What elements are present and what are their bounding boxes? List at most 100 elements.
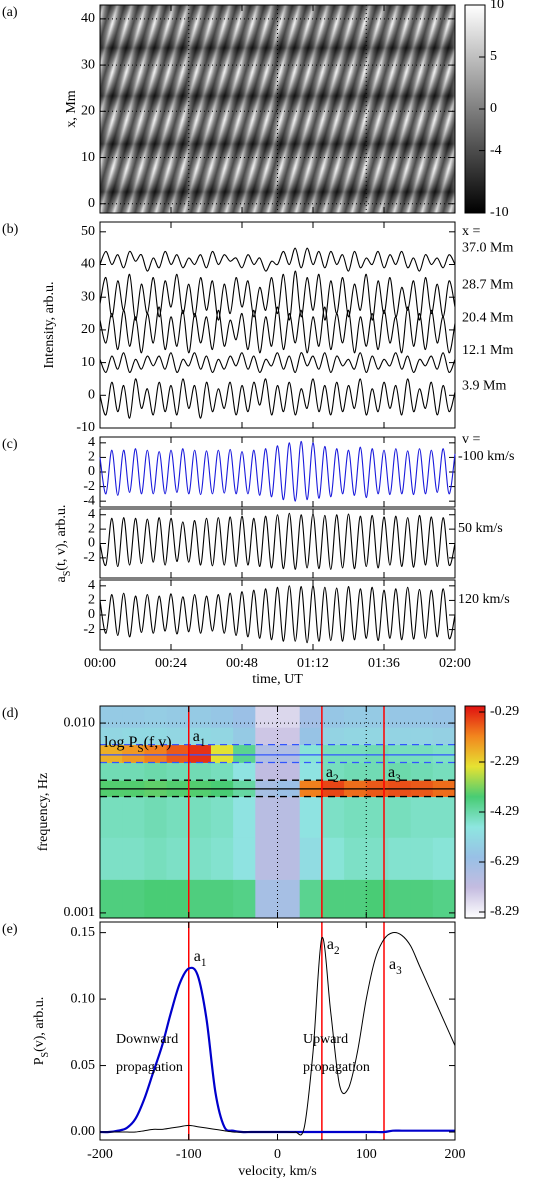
- panel-label: (a): [2, 5, 18, 20]
- subscript: 2: [334, 945, 340, 957]
- heatmap-cell: [432, 744, 456, 763]
- x-tick-label: 100: [356, 1147, 377, 1162]
- x-tick-label: 00:24: [155, 656, 187, 671]
- heatmap-cell: [410, 727, 434, 746]
- heatmap-cell: [144, 744, 167, 763]
- heatmap-cell: [100, 762, 123, 781]
- panel-label: (b): [2, 222, 19, 237]
- heatmap-cell: [388, 744, 412, 763]
- heatmap-cell: [432, 837, 456, 880]
- x-axis-label: velocity, km/s: [238, 1164, 316, 1179]
- colorbar-tick-label: -8.29: [490, 904, 519, 919]
- x-tick-label: 00:48: [226, 656, 258, 671]
- heatmap-cell: [410, 762, 434, 781]
- data-line: [99, 247, 456, 272]
- subscript: 1: [201, 957, 207, 969]
- marker-label: a2: [327, 936, 340, 957]
- label-part: (f,v): [144, 734, 172, 751]
- data-line: [99, 306, 456, 354]
- heatmap-cell: [255, 837, 278, 880]
- colorbar-tick-label: -10: [490, 205, 509, 220]
- heatmap-cell: [188, 837, 212, 880]
- marker-label: a3: [389, 956, 402, 977]
- heatmap-cell: [277, 706, 301, 728]
- y-tick-label: 2: [88, 521, 95, 536]
- marker-label: a3: [388, 764, 401, 785]
- heatmap-cell: [344, 744, 367, 763]
- legend-label: 20.4 Mm: [462, 310, 513, 325]
- heatmap-cell: [188, 706, 212, 728]
- heatmap-cell: [144, 762, 167, 781]
- heatmap-cell: [210, 727, 234, 746]
- heatmap-cell: [144, 796, 167, 838]
- heatmap-cell: [188, 762, 212, 781]
- panel-label: (c): [2, 437, 18, 452]
- label-part: (t, v), arb.u.: [54, 505, 69, 571]
- y-tick-label: 0.05: [71, 1058, 96, 1073]
- colorbar-tick-label: 10: [490, 0, 504, 12]
- x-tick-label: 01:12: [297, 656, 329, 671]
- subscript: S: [40, 1052, 51, 1058]
- heatmap-cell: [366, 879, 389, 919]
- y-axis-label: frequency, Hz: [36, 773, 51, 851]
- y-tick-label: -2: [83, 550, 95, 565]
- panel-label: (e): [2, 922, 18, 937]
- annotation: propagation: [116, 1060, 183, 1075]
- y-tick-label: 30: [81, 289, 95, 304]
- legend-label: 37.0 Mm: [462, 241, 513, 256]
- label-part: a: [326, 764, 333, 781]
- heatmap-cell: [100, 879, 123, 919]
- heatmap-cell: [277, 879, 301, 919]
- heatmap-cell: [277, 762, 301, 781]
- x-tick-label: -100: [176, 1147, 202, 1162]
- heatmap-cell: [144, 727, 167, 746]
- subscript: S: [62, 571, 73, 577]
- heatmap-cell: [366, 727, 389, 746]
- y-tick-label: -10: [76, 420, 95, 435]
- heatmap-cell: [432, 706, 456, 728]
- y-tick-label: 40: [81, 257, 95, 272]
- heatmap-cell: [210, 762, 234, 781]
- plot-frame: [99, 921, 456, 1141]
- heatmap-cell: [233, 744, 256, 763]
- heatmap-cell: [277, 727, 301, 746]
- heatmap-cell: [122, 762, 145, 781]
- y-tick-label: 30: [81, 57, 95, 72]
- heatmap-cell: [188, 796, 212, 838]
- legend-label: 12.1 Mm: [462, 343, 513, 358]
- heatmap-cell: [432, 762, 456, 781]
- heatmap-cell: [233, 837, 256, 880]
- y-tick-label: -2: [83, 622, 95, 637]
- heatmap-cell: [321, 762, 345, 781]
- legend-label: 50 km/s: [458, 521, 503, 536]
- heatmap-cell: [210, 879, 234, 919]
- heatmap-cell: [299, 879, 323, 919]
- y-tick-label: 0: [88, 464, 95, 479]
- y-tick-label: 2: [88, 593, 95, 608]
- heatmap-cell: [122, 879, 145, 919]
- y-tick-label: 4: [88, 578, 95, 593]
- label-part: a: [389, 956, 396, 973]
- heatmap-cell: [166, 727, 190, 746]
- legend-label: 28.7 Mm: [462, 277, 513, 292]
- heatmap-cell: [366, 796, 389, 838]
- heatmap-cell: [299, 727, 323, 746]
- heatmap-cell: [344, 796, 367, 838]
- heatmap-cell: [144, 837, 167, 880]
- subscript: 3: [395, 773, 401, 785]
- y-tick-label: 0: [88, 196, 95, 211]
- heatmap-cell: [344, 727, 367, 746]
- heatmap-cell: [100, 744, 123, 763]
- colorbar-tick-label: -6.29: [490, 854, 519, 869]
- y-tick-label: 0.10: [71, 991, 96, 1006]
- heatmap-cell: [122, 727, 145, 746]
- heatmap-cell: [277, 744, 301, 763]
- y-tick-label: 20: [81, 104, 95, 119]
- heatmap-cell: [344, 837, 367, 880]
- heatmap-cell: [277, 796, 301, 838]
- x-tick-label: 200: [445, 1147, 466, 1162]
- heatmap-cell: [299, 706, 323, 728]
- heatmap-cell: [388, 837, 412, 880]
- heatmap-cell: [166, 796, 190, 838]
